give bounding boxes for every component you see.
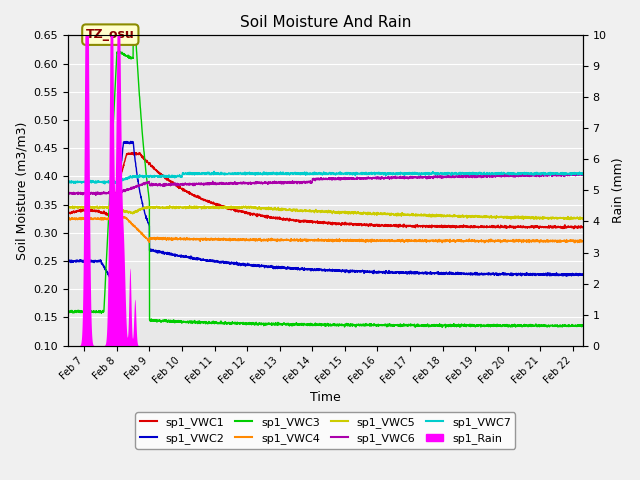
sp1_VWC2 xyxy=(154,249,161,255)
Y-axis label: Soil Moisture (m3/m3): Soil Moisture (m3/m3) xyxy=(15,121,28,260)
Y-axis label: Rain (mm): Rain (mm) xyxy=(612,157,625,223)
sp1_VWC7 xyxy=(101,181,109,187)
sp1_VWC1 xyxy=(569,225,577,230)
Line: sp1_VWC6: sp1_VWC6 xyxy=(68,173,583,195)
sp1_VWC7 xyxy=(262,171,269,177)
Line: sp1_VWC4: sp1_VWC4 xyxy=(68,215,583,243)
sp1_VWC6 xyxy=(513,172,521,178)
sp1_VWC3 xyxy=(569,323,577,329)
sp1_VWC6 xyxy=(262,180,269,185)
sp1_VWC1 xyxy=(64,210,72,216)
sp1_VWC7 xyxy=(284,170,292,176)
sp1_VWC3 xyxy=(579,323,587,328)
sp1_VWC1 xyxy=(570,226,578,232)
sp1_VWC5 xyxy=(569,216,577,222)
X-axis label: Time: Time xyxy=(310,391,340,404)
sp1_VWC7 xyxy=(154,173,161,179)
sp1_VWC6 xyxy=(64,191,72,196)
sp1_VWC3 xyxy=(154,318,161,324)
sp1_VWC6 xyxy=(123,186,131,192)
sp1_VWC5 xyxy=(64,204,72,210)
sp1_VWC2 xyxy=(262,264,269,269)
sp1_VWC2 xyxy=(569,272,577,277)
sp1_VWC3 xyxy=(284,321,292,326)
sp1_VWC1 xyxy=(513,224,521,229)
Line: sp1_VWC2: sp1_VWC2 xyxy=(68,142,583,278)
sp1_VWC6 xyxy=(569,172,577,178)
sp1_VWC4 xyxy=(154,235,161,240)
sp1_VWC2 xyxy=(123,139,131,144)
sp1_VWC7 xyxy=(64,179,72,185)
sp1_VWC6 xyxy=(579,171,587,177)
sp1_VWC6 xyxy=(284,180,292,186)
Legend: sp1_VWC1, sp1_VWC2, sp1_VWC3, sp1_VWC4, sp1_VWC5, sp1_VWC6, sp1_VWC7, sp1_Rain: sp1_VWC1, sp1_VWC2, sp1_VWC3, sp1_VWC4, … xyxy=(136,412,515,449)
sp1_VWC4 xyxy=(115,212,122,217)
sp1_VWC1 xyxy=(284,217,292,223)
sp1_VWC2 xyxy=(127,139,134,144)
sp1_VWC5 xyxy=(579,216,587,221)
sp1_VWC7 xyxy=(569,171,577,177)
sp1_VWC5 xyxy=(513,214,521,219)
sp1_VWC3 xyxy=(64,310,72,315)
sp1_VWC1 xyxy=(262,215,269,221)
sp1_VWC7 xyxy=(514,170,522,176)
Title: Soil Moisture And Rain: Soil Moisture And Rain xyxy=(240,15,411,30)
sp1_VWC1 xyxy=(154,168,161,174)
Line: sp1_VWC1: sp1_VWC1 xyxy=(68,153,583,229)
sp1_VWC5 xyxy=(154,204,161,210)
sp1_VWC3 xyxy=(123,53,131,59)
Line: sp1_VWC3: sp1_VWC3 xyxy=(68,36,583,328)
sp1_VWC2 xyxy=(107,275,115,281)
sp1_VWC4 xyxy=(123,216,131,222)
sp1_VWC2 xyxy=(284,264,292,270)
sp1_VWC2 xyxy=(579,272,587,278)
sp1_VWC4 xyxy=(262,238,269,243)
sp1_VWC1 xyxy=(129,150,137,156)
sp1_VWC5 xyxy=(284,207,292,213)
sp1_VWC3 xyxy=(442,325,449,331)
sp1_VWC6 xyxy=(154,182,161,188)
sp1_VWC3 xyxy=(262,321,269,326)
sp1_VWC5 xyxy=(186,203,193,208)
sp1_VWC7 xyxy=(579,172,587,178)
sp1_VWC4 xyxy=(64,216,72,221)
sp1_VWC4 xyxy=(284,237,292,243)
sp1_VWC7 xyxy=(123,175,131,180)
sp1_VWC2 xyxy=(64,259,72,265)
sp1_VWC3 xyxy=(129,33,137,38)
sp1_VWC5 xyxy=(262,205,269,211)
sp1_VWC1 xyxy=(123,151,131,156)
sp1_VWC4 xyxy=(569,238,577,243)
sp1_VWC3 xyxy=(514,322,522,328)
sp1_VWC4 xyxy=(481,240,488,246)
sp1_VWC1 xyxy=(579,224,587,230)
sp1_VWC5 xyxy=(123,209,131,215)
sp1_VWC4 xyxy=(579,239,587,244)
Line: sp1_VWC5: sp1_VWC5 xyxy=(68,205,583,219)
sp1_VWC2 xyxy=(514,271,522,277)
Text: TZ_osu: TZ_osu xyxy=(86,28,134,41)
sp1_VWC4 xyxy=(514,238,522,243)
sp1_VWC7 xyxy=(210,168,218,174)
sp1_VWC5 xyxy=(566,216,573,222)
Line: sp1_VWC7: sp1_VWC7 xyxy=(68,171,583,184)
sp1_VWC6 xyxy=(92,192,100,198)
sp1_VWC6 xyxy=(575,170,582,176)
